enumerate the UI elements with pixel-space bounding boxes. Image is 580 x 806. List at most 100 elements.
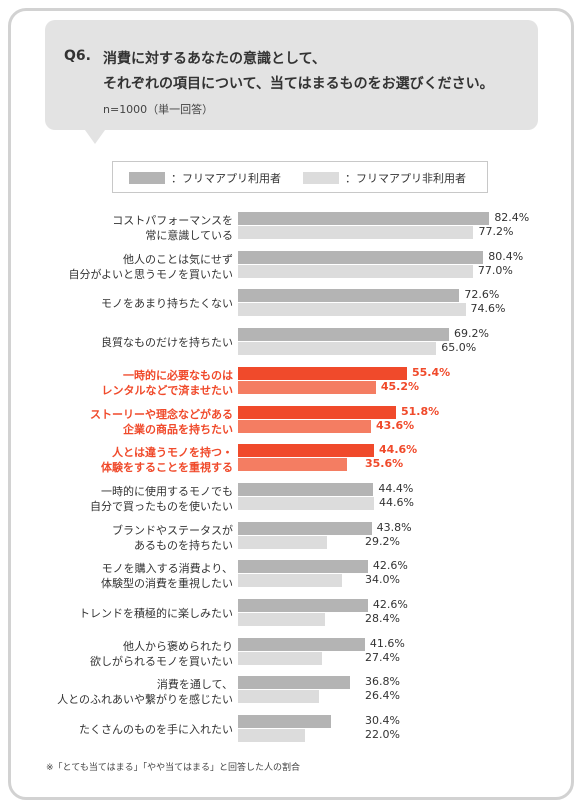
legend-label-nonuser: ：フリマアプリ非利用者 (345, 172, 466, 185)
value-label-user: 69.2% (454, 327, 489, 341)
value-label-user: 44.4% (378, 481, 414, 495)
value-label-nonuser: 65.0% (441, 341, 477, 355)
category-label: トレンドを積極的に楽しみたい (79, 606, 233, 621)
category-label: コストパフォーマンスを常に意識している (112, 213, 233, 243)
bar-nonuser (238, 574, 342, 588)
bar-nonuser (238, 651, 322, 665)
bar-nonuser (238, 303, 466, 317)
category-label-line2: 体験型の消費を重視したい (101, 577, 233, 591)
bar-user (238, 676, 351, 690)
category-label-line2: 自分で買ったものを使いたい (90, 499, 233, 513)
category-label: たくさんのものを手に入れたい (79, 722, 233, 737)
value-label-user: 43.8% (376, 520, 412, 534)
bar-nonuser (238, 342, 437, 356)
category-label-line2: 企業の商品を持ちたい (123, 422, 233, 436)
bar-nonuser (238, 613, 325, 626)
bar-user (238, 405, 396, 419)
value-label-nonuser: 77.0% (477, 263, 513, 277)
category-label-line1: 一時的に必要なものは (123, 368, 233, 382)
value-label-user: 55.4% (411, 365, 451, 379)
category-label-line1: 良質なものだけを持ちたい (101, 336, 233, 350)
category-label-line2: 体験をすることを重視する (101, 461, 233, 475)
category-label: 一時的に必要なものは レンタルなどで済ませたい (102, 368, 233, 398)
value-label-user: 82.4% (494, 211, 530, 224)
bar-nonuser (238, 458, 347, 472)
bar-user (238, 560, 368, 574)
category-label: モノをあまり持ちたくない (101, 296, 233, 311)
category-label: ストーリーや理念などがある 企業の商品を持ちたい (90, 407, 233, 437)
category-label: 良質なものだけを持ちたい (101, 335, 233, 350)
value-label-user: 44.6% (379, 443, 418, 457)
value-label-user: 30.4% (365, 714, 400, 728)
category-label-line1: 人とは違うモノを持つ・ (112, 446, 233, 460)
question-text-line2: それぞれの項目について、当てはまるものをお選びください。 (103, 76, 494, 92)
category-label: モノを購入する消費より、 体験型の消費を重視したい (101, 561, 233, 591)
value-label-user: 42.6% (372, 559, 408, 573)
value-label-nonuser: 45.2% (380, 379, 420, 393)
question-bubble (45, 20, 538, 144)
value-label-user: 36.8% (365, 675, 400, 689)
bar-nonuser (238, 226, 474, 239)
category-label-line1: 他人から褒められたり (123, 639, 233, 653)
value-label-user: 80.4% (488, 249, 524, 263)
value-label-user: 72.6% (464, 288, 500, 302)
bar-user (238, 599, 368, 612)
category-label: 他人のことは気にせず 自分がよいと思うモノを買いたい (69, 252, 233, 282)
value-label-user: 41.6% (369, 636, 405, 650)
category-label-line2: 人とのふれあいや繋がりを感じたい (57, 693, 233, 707)
category-label-line1: 一時的に使用するモノでも (101, 484, 233, 498)
bar-user (238, 637, 365, 651)
bar-user (238, 521, 372, 535)
category-label-line1: ストーリーや理念などがある (90, 407, 233, 421)
category-label-line1: 他人のことは気にせず (123, 252, 233, 266)
category-label-line2: 欲しがられるモノを買いたい (90, 654, 233, 668)
value-label-nonuser: 29.2% (365, 534, 400, 548)
category-label: 一時的に使用するモノでも 自分で買ったものを使いたい (90, 484, 233, 514)
category-label-line2: 自分がよいと思うモノを買いたい (68, 267, 233, 281)
value-label-user: 51.8% (400, 404, 440, 418)
bar-user (238, 289, 460, 303)
bar-user (238, 212, 490, 225)
question-text-line1: 消費に対するあなたの意識として、 (103, 51, 326, 67)
bar-user (238, 366, 407, 380)
value-label-nonuser: 26.4% (365, 689, 400, 703)
legend-swatch-nonuser (303, 172, 339, 184)
category-label-line1: 消費を通して、 (156, 678, 233, 692)
value-label-user: 42.6% (372, 598, 408, 611)
category-label-line1: ブランドやステータスが (112, 523, 233, 537)
category-label: 人とは違うモノを持つ・ 体験をすることを重視する (101, 445, 233, 475)
value-label-nonuser: 74.6% (470, 302, 506, 316)
value-label-nonuser: 34.0% (365, 573, 400, 587)
value-label-nonuser: 43.6% (375, 418, 415, 432)
category-label-line1: モノをあまり持ちたくない (101, 297, 233, 311)
category-label-line2: レンタルなどで済ませたい (101, 383, 233, 397)
legend-item-user: ：フリマアプリ利用者 (129, 170, 281, 186)
bar-nonuser (238, 264, 473, 278)
legend-swatch-user (129, 172, 165, 184)
question-number: Q6. (64, 48, 91, 64)
legend-label-user: ：フリマアプリ利用者 (171, 172, 281, 185)
category-label-line1: コストパフォーマンスを (112, 214, 233, 227)
category-label-line2: 常に意識している (145, 229, 233, 242)
footnote: ※「とても当てはまる」「やや当てはまる」と回答した人の割合 (46, 763, 300, 773)
bar-nonuser (238, 380, 376, 394)
category-label-line1: モノを購入する消費より、 (101, 562, 233, 576)
category-label: 消費を通して、 人とのふれあいや繋がりを感じたい (57, 677, 233, 707)
value-label-nonuser: 44.6% (379, 495, 414, 509)
value-label-nonuser: 77.2% (478, 225, 514, 238)
bar-user (238, 328, 450, 342)
bar-nonuser (238, 419, 371, 433)
bar-user (238, 715, 331, 729)
bar-nonuser (238, 496, 375, 510)
bar-user (238, 482, 374, 496)
category-label: ブランドやステータスが あるものを持ちたい (112, 523, 233, 553)
value-label-nonuser: 27.4% (365, 650, 400, 664)
bar-user (238, 444, 375, 458)
value-label-nonuser: 22.0% (365, 728, 400, 742)
bar-nonuser (238, 729, 306, 743)
value-label-nonuser: 35.6% (365, 457, 404, 471)
legend: ：フリマアプリ利用者 ：フリマアプリ非利用者 (112, 161, 488, 193)
legend-item-nonuser: ：フリマアプリ非利用者 (303, 170, 466, 186)
category-label-line1: トレンドを積極的に楽しみたい (79, 607, 233, 620)
bar-nonuser (238, 535, 328, 549)
